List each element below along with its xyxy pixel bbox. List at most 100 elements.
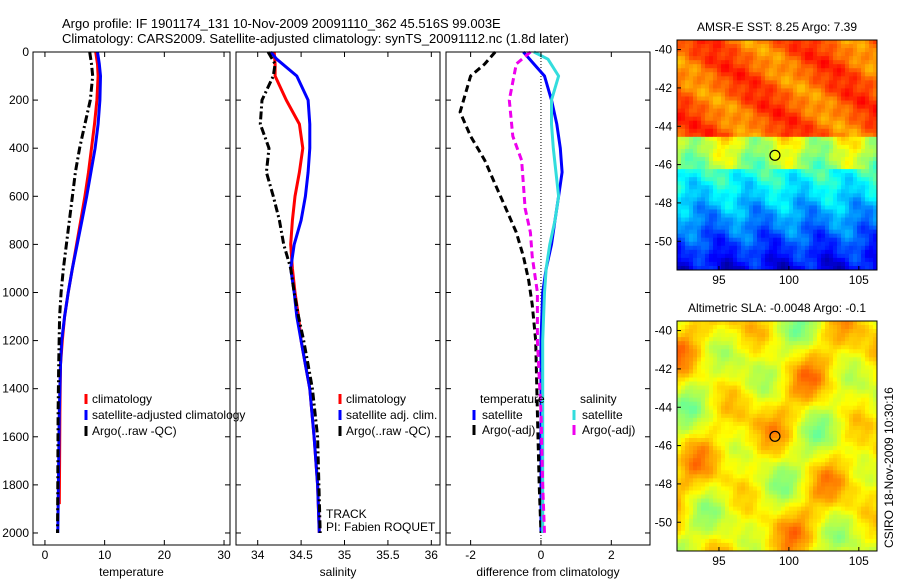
heatmap-cell — [769, 365, 774, 370]
heatmap-cell — [701, 245, 706, 251]
heatmap-cell — [745, 357, 750, 362]
heatmap-cell — [733, 84, 738, 89]
heatmap-cell — [717, 68, 722, 73]
heatmap-cell — [689, 429, 694, 435]
heatmap-cell — [857, 84, 862, 89]
heatmap-cell — [717, 405, 722, 411]
heatmap-cell — [749, 389, 754, 395]
heatmap-cell — [777, 116, 782, 122]
heatmap-cell — [857, 438, 862, 443]
heatmap-cell — [813, 405, 818, 411]
heatmap-cell — [685, 221, 690, 227]
heatmap-cell — [793, 104, 798, 109]
heatmap-cell — [689, 393, 694, 399]
heatmap-cell — [777, 329, 782, 334]
heatmap-cell — [757, 446, 762, 451]
heatmap-cell — [837, 56, 842, 61]
heatmap-cell — [701, 185, 706, 190]
heatmap-cell — [733, 60, 738, 65]
heatmap-cell — [765, 393, 770, 399]
heatmap-cell — [857, 104, 862, 109]
heatmap-cell — [837, 48, 842, 53]
heatmap-cell — [741, 177, 746, 182]
heatmap-cell — [873, 124, 878, 130]
heatmap-cell — [797, 132, 802, 138]
heatmap-cell — [697, 265, 702, 271]
heatmap-cell — [869, 349, 874, 354]
heatmap-cell — [697, 225, 702, 231]
heatmap-cell — [777, 381, 782, 386]
heatmap-cell — [753, 140, 758, 146]
heatmap-cell — [761, 462, 766, 467]
heatmap-cell — [685, 321, 690, 326]
heatmap-cell — [821, 429, 826, 435]
heatmap-cell — [753, 241, 758, 247]
heatmap-cell — [801, 44, 806, 49]
heatmap-cell — [749, 229, 754, 235]
heatmap-cell — [765, 96, 770, 101]
heatmap-cell — [865, 325, 870, 330]
heatmap-cell — [753, 120, 758, 126]
heatmap-cell — [869, 389, 874, 395]
heatmap-cell — [825, 446, 830, 451]
heatmap-cell — [773, 385, 778, 390]
heatmap-cell — [793, 116, 798, 122]
heatmap-cell — [845, 100, 850, 105]
heatmap-cell — [685, 209, 690, 214]
heatmap-cell — [753, 409, 758, 415]
heatmap-cell — [785, 64, 790, 69]
heatmap-cell — [869, 60, 874, 65]
heatmap-cell — [825, 405, 830, 411]
heatmap-cell — [793, 148, 798, 154]
heatmap-cell — [721, 474, 726, 479]
heatmap-cell — [789, 329, 794, 334]
heatmap-cell — [821, 401, 826, 407]
heatmap-cell — [689, 84, 694, 89]
heatmap-cell — [705, 201, 710, 206]
heatmap-cell — [841, 321, 846, 326]
heatmap-cell — [705, 397, 710, 403]
heatmap-cell — [805, 132, 810, 138]
heatmap-cell — [741, 429, 746, 435]
heatmap-cell — [749, 96, 754, 101]
heatmap-cell — [873, 446, 878, 451]
heatmap-cell — [777, 68, 782, 73]
heatmap-cell — [781, 40, 786, 45]
heatmap-cell — [785, 450, 790, 455]
heatmap-cell — [789, 181, 794, 186]
heatmap-cell — [741, 169, 746, 174]
heatmap-cell — [681, 438, 686, 443]
heatmap-cell — [725, 381, 730, 386]
heatmap-cell — [725, 161, 730, 166]
heatmap-cell — [861, 52, 866, 57]
heatmap-cell — [805, 136, 810, 142]
heatmap-cell — [829, 421, 834, 427]
heatmap-cell — [857, 116, 862, 122]
heatmap-cell — [849, 221, 854, 227]
heatmap-cell — [781, 381, 786, 386]
heatmap-cell — [833, 48, 838, 53]
heatmap-cell — [741, 249, 746, 255]
heatmap-cell — [773, 458, 778, 463]
heatmap-cell — [745, 197, 750, 202]
heatmap-cell — [713, 438, 718, 443]
heatmap-cell — [757, 393, 762, 399]
heatmap-cell — [769, 377, 774, 382]
heatmap-cell — [821, 96, 826, 101]
heatmap-cell — [689, 438, 694, 443]
heatmap-cell — [845, 92, 850, 97]
heatmap-cell — [797, 128, 802, 134]
heatmap-cell — [829, 72, 834, 77]
heatmap-cell — [753, 177, 758, 182]
heatmap-cell — [841, 48, 846, 53]
heatmap-cell — [801, 329, 806, 334]
heatmap-cell — [749, 257, 754, 263]
heatmap-cell — [873, 148, 878, 154]
heatmap-cell — [685, 337, 690, 342]
heatmap-cell — [733, 433, 738, 439]
heatmap-cell — [873, 104, 878, 109]
heatmap-cell — [693, 152, 698, 158]
heatmap-cell — [777, 209, 782, 214]
heatmap-cell — [761, 417, 766, 423]
heatmap-cell — [705, 68, 710, 73]
